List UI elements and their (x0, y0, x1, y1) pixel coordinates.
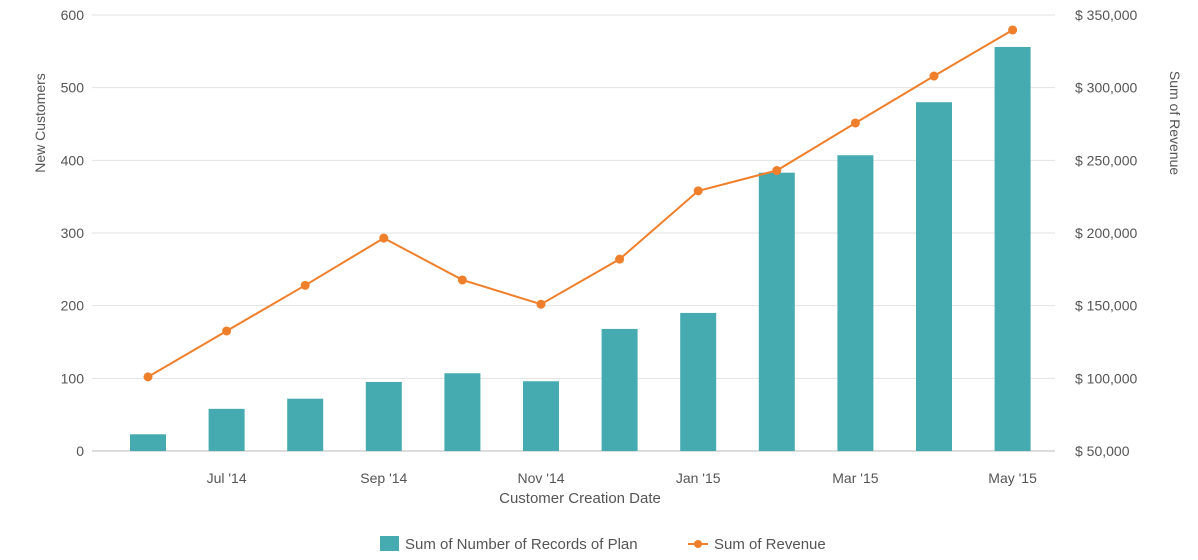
revenue-point (615, 254, 625, 264)
bar (444, 373, 481, 451)
y-tick-label: 0 (76, 443, 84, 459)
y2-tick-label: $ 50,000 (1075, 443, 1130, 459)
revenue-point (1008, 25, 1018, 35)
y2-tick-label: $ 200,000 (1075, 225, 1137, 241)
y-tick-label: 600 (61, 7, 85, 23)
bar (680, 312, 717, 451)
x-tick-label: May '15 (988, 470, 1037, 486)
revenue-point (536, 299, 546, 309)
revenue-point (300, 280, 310, 290)
revenue-point (693, 186, 703, 196)
legend-bar-label: Sum of Number of Records of Plan (405, 536, 638, 553)
revenue-point (850, 118, 860, 128)
revenue-line (147, 29, 1014, 378)
bar (916, 102, 952, 451)
y-tick-label: 100 (61, 370, 85, 386)
y2-tick-label: $ 350,000 (1075, 7, 1137, 23)
legend-line-marker (694, 540, 702, 548)
revenue-point (772, 166, 782, 176)
bar (523, 381, 559, 451)
bar (365, 381, 402, 451)
revenue-point (222, 326, 232, 336)
bar (601, 328, 638, 451)
legend: Sum of Number of Records of Plan Sum of … (380, 536, 826, 553)
bar (130, 434, 166, 451)
legend-line-label: Sum of Revenue (714, 536, 826, 553)
x-tick-label: Jul '14 (207, 470, 247, 486)
revenue-point (143, 372, 153, 382)
y-tick-label: 300 (61, 225, 85, 241)
revenue-point (457, 275, 467, 285)
y2-tick-label: $ 300,000 (1075, 80, 1137, 96)
bar (208, 408, 245, 451)
revenue-point (929, 71, 939, 81)
y2-axis-label: Sum of Revenue (1167, 71, 1183, 175)
y-axis-label: New Customers (32, 73, 48, 173)
legend-bar-swatch (380, 536, 399, 551)
y-tick-label: 500 (61, 80, 85, 96)
bar (994, 46, 1031, 452)
revenue-point (379, 233, 389, 243)
x-tick-label: Jan '15 (676, 470, 721, 486)
y2-tick-label: $ 150,000 (1075, 298, 1137, 314)
bar (758, 172, 795, 452)
x-tick-label: Sep '14 (360, 470, 407, 486)
bar (837, 155, 874, 451)
y2-tick-label: $ 250,000 (1075, 152, 1137, 168)
x-tick-label: Nov '14 (517, 470, 564, 486)
y-tick-label: 200 (61, 298, 85, 314)
y2-tick-label: $ 100,000 (1075, 370, 1137, 386)
y-tick-label: 400 (61, 152, 85, 168)
bar (287, 398, 324, 451)
x-axis-label: Customer Creation Date (499, 490, 661, 507)
x-tick-label: Mar '15 (832, 470, 878, 486)
